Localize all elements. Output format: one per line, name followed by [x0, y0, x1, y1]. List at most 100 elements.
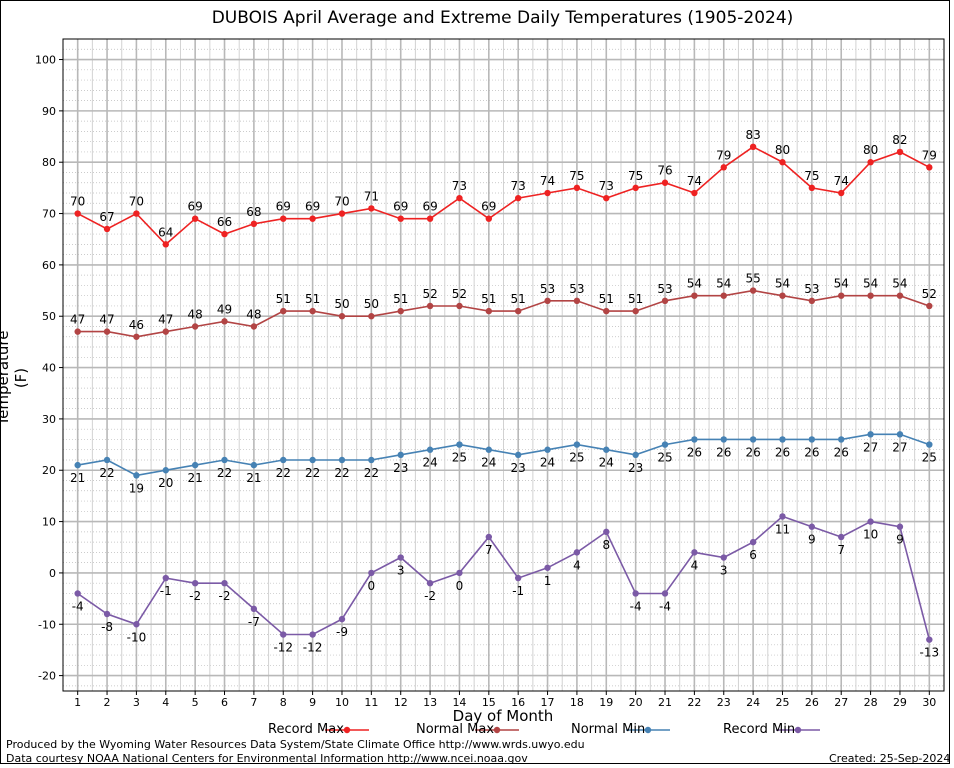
normal-min-point [338, 456, 346, 464]
normal-max-data-label: 46 [129, 318, 144, 332]
record-max-data-label: 69 [305, 200, 320, 214]
record-max-data-label: 67 [99, 210, 114, 224]
record-max-data-label: 74 [687, 174, 702, 188]
normal-max-data-label: 50 [364, 297, 379, 311]
record-max-point [426, 215, 434, 222]
record-min-point [74, 590, 81, 597]
x-tick-label: 8 [280, 696, 287, 709]
record-min-data-label: -1 [160, 584, 172, 598]
record-min-point [720, 554, 727, 561]
y-tick-label: 10 [42, 516, 56, 529]
normal-max-point [250, 323, 258, 330]
record-min-point [661, 590, 669, 597]
normal-min-data-label: 25 [569, 451, 584, 465]
record-min-point [573, 549, 581, 556]
normal-min-data-label: 21 [70, 471, 85, 485]
x-tick-label: 24 [746, 696, 760, 709]
y-tick-label: 100 [35, 54, 56, 67]
normal-min-point [779, 436, 786, 443]
normal-min-point [162, 467, 169, 474]
y-tick-label: -20 [38, 670, 56, 683]
normal-min-data-label: 19 [129, 481, 144, 495]
legend-marker-record-min [794, 726, 802, 734]
normal-max-data-label: 51 [511, 292, 526, 306]
y-tick-label: 50 [42, 310, 56, 323]
normal-max-data-label: 53 [540, 282, 555, 296]
normal-min-data-label: 24 [481, 456, 496, 470]
record-max-point [632, 184, 639, 192]
record-min-data-label: -8 [101, 620, 113, 634]
record-max-data-label: 73 [511, 179, 526, 193]
normal-min-data-label: 23 [511, 461, 526, 475]
normal-min-point [749, 436, 757, 443]
record-max-point [74, 210, 81, 217]
record-min-data-label: -2 [424, 589, 436, 603]
record-max-data-label: 68 [246, 205, 261, 219]
record-min-point [162, 574, 169, 582]
record-min-data-label: -12 [303, 641, 323, 655]
record-min-data-label: -12 [273, 641, 293, 655]
normal-max-point [74, 328, 81, 335]
normal-min-data-label: 26 [804, 445, 819, 459]
record-max-data-label: 66 [217, 215, 232, 229]
record-min-point [603, 528, 610, 536]
normal-min-data-label: 24 [599, 456, 614, 470]
x-tick-label: 4 [162, 696, 169, 709]
normal-max-point [456, 302, 463, 310]
x-tick-label: 23 [717, 696, 731, 709]
normal-max-point [691, 292, 698, 299]
normal-max-point [133, 333, 140, 340]
record-min-point [544, 564, 551, 571]
record-max-data-label: 80 [775, 143, 790, 157]
x-tick-label: 20 [629, 696, 643, 709]
legend-marker-record-max [343, 726, 351, 734]
record-min-data-label: -4 [72, 599, 84, 613]
normal-max-data-label: 51 [305, 292, 320, 306]
record-max-data-label: 74 [540, 174, 555, 188]
x-tick-label: 22 [687, 696, 701, 709]
normal-max-data-label: 54 [687, 277, 702, 291]
normal-max-data-label: 50 [334, 297, 349, 311]
normal-min-point [250, 461, 258, 469]
normal-max-data-label: 51 [628, 292, 643, 306]
record-min-point [838, 533, 845, 541]
record-min-data-label: 4 [573, 558, 581, 572]
record-min-data-label: -7 [248, 615, 260, 629]
y-tick-label: 40 [42, 362, 56, 375]
record-max-data-label: 69 [188, 200, 203, 214]
x-tick-label: 29 [893, 696, 907, 709]
normal-min-point [426, 446, 434, 453]
record-max-data-label: 79 [922, 148, 937, 162]
normal-min-point [544, 446, 551, 453]
legend-label-record-min: Record Min [723, 722, 796, 737]
normal-max-data-label: 51 [599, 292, 614, 306]
normal-max-point [426, 302, 434, 310]
record-max-point [485, 215, 493, 222]
record-min-data-label: 3 [397, 564, 405, 578]
normal-min-point [838, 436, 845, 443]
record-max-data-label: 64 [158, 225, 173, 239]
legend-label-normal-max: Normal Max [416, 722, 495, 737]
x-tick-label: 10 [335, 696, 349, 709]
x-tick-label: 25 [775, 696, 789, 709]
normal-max-point [397, 307, 404, 315]
normal-min-data-label: 21 [188, 471, 203, 485]
normal-max-point [368, 313, 375, 320]
normal-max-point [896, 292, 904, 299]
normal-min-point [397, 451, 404, 459]
record-min-data-label: 7 [485, 543, 493, 557]
normal-min-data-label: 24 [422, 456, 437, 470]
normal-min-data-label: 25 [452, 451, 467, 465]
x-tick-label: 12 [394, 696, 408, 709]
x-axis-label: Day of Month [452, 707, 554, 725]
credit-line-2: Data courtesy NOAA National Centers for … [6, 752, 528, 765]
record-min-data-label: 11 [775, 522, 790, 536]
record-max-data-label: 69 [393, 200, 408, 214]
record-max-point [838, 189, 845, 197]
normal-max-data-label: 52 [922, 287, 937, 301]
record-min-point [867, 518, 874, 525]
normal-max-data-label: 54 [892, 277, 907, 291]
